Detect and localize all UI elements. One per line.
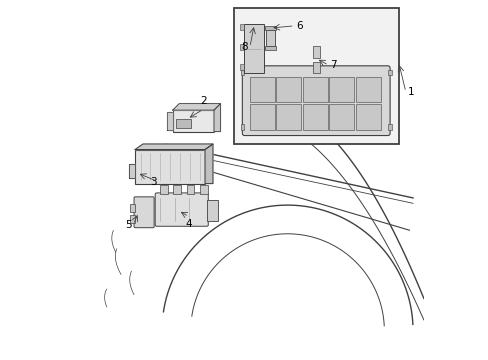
Text: 2: 2 [200, 96, 206, 107]
Bar [312, 62, 319, 73]
Polygon shape [172, 104, 220, 110]
FancyBboxPatch shape [155, 193, 208, 226]
Polygon shape [167, 112, 172, 130]
Bar [387, 70, 391, 75]
Bar [303, 77, 327, 103]
Bar [233, 8, 398, 144]
Bar [244, 24, 264, 73]
Bar [129, 204, 135, 212]
Polygon shape [204, 144, 212, 184]
Bar [173, 185, 181, 194]
Text: 7: 7 [330, 60, 337, 70]
Text: 4: 4 [185, 220, 192, 229]
Bar [240, 24, 244, 30]
Bar [199, 185, 207, 194]
Bar [135, 149, 204, 184]
Bar [276, 104, 301, 130]
Bar [129, 215, 135, 223]
Bar [241, 125, 244, 130]
Bar [312, 46, 319, 58]
Bar [176, 119, 190, 128]
Bar [172, 110, 214, 132]
Polygon shape [135, 144, 212, 149]
Bar [240, 44, 244, 50]
Bar [265, 46, 275, 50]
Text: 3: 3 [150, 177, 156, 187]
Bar [265, 30, 274, 46]
Bar [303, 104, 327, 130]
Bar [355, 77, 380, 103]
Polygon shape [128, 164, 135, 178]
Bar [329, 104, 353, 130]
FancyBboxPatch shape [134, 197, 154, 228]
Bar [387, 125, 391, 130]
FancyBboxPatch shape [242, 66, 389, 135]
Bar [265, 26, 275, 30]
Bar [206, 200, 217, 221]
Text: 6: 6 [296, 21, 303, 31]
Polygon shape [214, 104, 220, 132]
Text: 5: 5 [124, 220, 131, 230]
Bar [329, 77, 353, 103]
Bar [160, 185, 168, 194]
Bar [186, 185, 194, 194]
Bar [240, 64, 244, 70]
Bar [276, 77, 301, 103]
Text: 8: 8 [241, 42, 247, 52]
Bar [249, 104, 274, 130]
Bar [249, 77, 274, 103]
Text: 1: 1 [407, 87, 413, 97]
Bar [355, 104, 380, 130]
Bar [241, 70, 244, 75]
